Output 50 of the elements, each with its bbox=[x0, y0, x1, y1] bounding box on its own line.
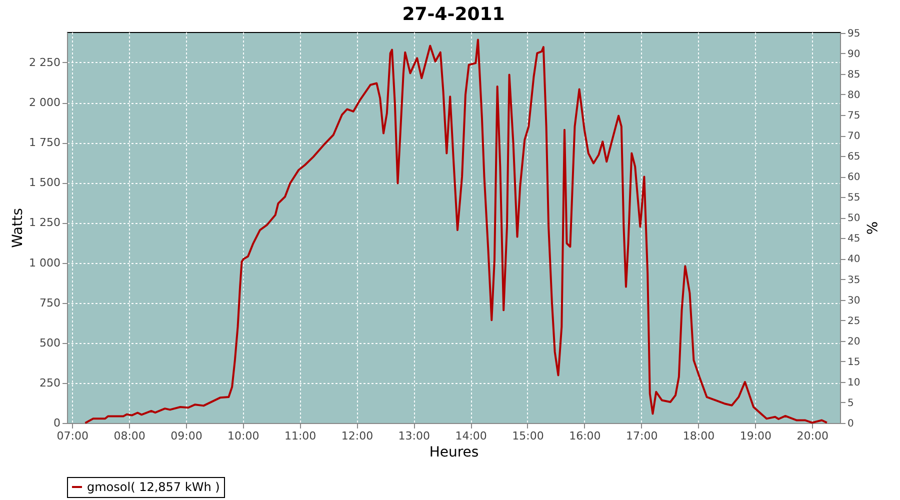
x-tick-label: 19:00 bbox=[740, 430, 772, 442]
x-tick-label: 07:00 bbox=[56, 430, 88, 442]
x-tick-label: 14:00 bbox=[455, 430, 487, 442]
y2-tick-label: 45 bbox=[848, 234, 860, 245]
y2-tick-label: 0 bbox=[848, 418, 854, 430]
chart-title: 27-4-2011 bbox=[402, 4, 505, 25]
y-tick-label: 1 000 bbox=[29, 256, 60, 270]
y-tick-label: 1 500 bbox=[29, 176, 60, 190]
y2-axis-title: % bbox=[863, 221, 880, 235]
y2-tick-label: 15 bbox=[848, 356, 860, 368]
y2-tick-label: 55 bbox=[848, 192, 860, 204]
x-tick-label: 10:00 bbox=[228, 430, 260, 442]
y-tick-label: 1 750 bbox=[29, 136, 60, 150]
y-tick-label: 2 250 bbox=[29, 56, 60, 69]
y2-tick-label: 20 bbox=[848, 336, 860, 348]
y2-tick-label: 60 bbox=[848, 172, 860, 184]
y2-tick-label: 85 bbox=[848, 69, 860, 80]
y-tick-label: 500 bbox=[40, 336, 60, 350]
y2-tick-label: 95 bbox=[848, 28, 860, 40]
y-tick-label: 0 bbox=[54, 416, 60, 430]
y2-tick-label: 90 bbox=[848, 48, 860, 60]
x-tick-label: 09:00 bbox=[170, 430, 202, 442]
y2-tick-label: 75 bbox=[848, 110, 860, 122]
y2-tick-label: 70 bbox=[848, 131, 860, 142]
y2-tick-label: 10 bbox=[848, 377, 860, 388]
y2-tick-label: 35 bbox=[848, 274, 860, 286]
y2-tick-label: 50 bbox=[848, 213, 860, 224]
y-axis-title: Watts bbox=[10, 208, 26, 248]
x-tick-label: 08:00 bbox=[114, 430, 146, 442]
y2-tick-label: 30 bbox=[848, 295, 860, 306]
y2-tick-label: 25 bbox=[848, 316, 860, 327]
y2-tick-label: 40 bbox=[848, 254, 860, 266]
x-axis-title: Heures bbox=[429, 444, 479, 460]
y-tick-label: 250 bbox=[40, 376, 60, 390]
x-tick-label: 16:00 bbox=[569, 430, 601, 442]
line-series bbox=[84, 38, 828, 424]
y2-tick-label: 80 bbox=[848, 90, 860, 101]
y2-tick-label: 5 bbox=[848, 398, 854, 409]
x-tick-label: 13:00 bbox=[398, 430, 430, 442]
x-tick-label: 20:00 bbox=[796, 430, 828, 442]
y2-tick-label: 65 bbox=[848, 152, 860, 163]
y-tick-label: 2 000 bbox=[29, 96, 60, 110]
legend-label: gmosol( 12,857 kWh ) bbox=[87, 480, 220, 494]
x-tick-label: 17:00 bbox=[626, 430, 658, 442]
y-tick-label: 1 250 bbox=[29, 216, 60, 230]
y-tick-label: 750 bbox=[40, 296, 60, 310]
x-tick-label: 15:00 bbox=[512, 430, 544, 442]
x-tick-label: 11:00 bbox=[284, 430, 316, 442]
x-tick-label: 12:00 bbox=[341, 430, 374, 442]
x-tick-label: 18:00 bbox=[682, 430, 715, 442]
